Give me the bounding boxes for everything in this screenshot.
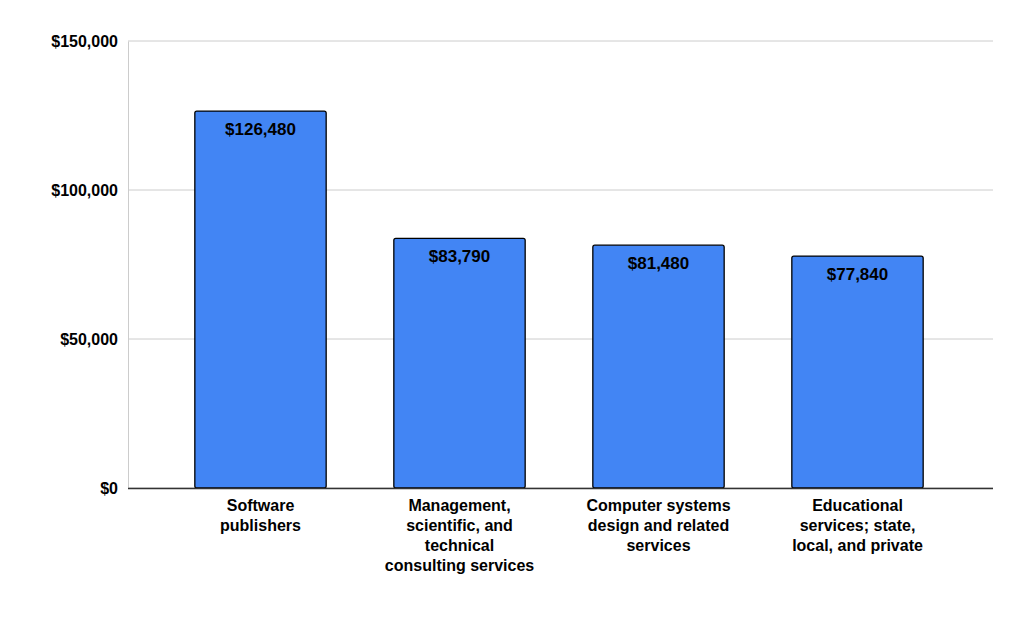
x-tick-label-line: technical (425, 537, 494, 554)
bars (195, 111, 923, 488)
x-tick-label-line: Computer systems (586, 497, 730, 514)
x-tick-label: Software publishers (220, 497, 301, 534)
x-tick: Management, scientific, and technical consu… (385, 488, 534, 574)
x-tick-label-line: design and related (588, 517, 729, 534)
y-tick-label: $0 (100, 480, 118, 497)
x-tick-label: Educational services; state, local, and pr… (792, 497, 923, 554)
x-tick-label-line: Management, (408, 497, 510, 514)
x-tick-label-line: local, and private (792, 537, 923, 554)
data-label: $83,790 (429, 247, 490, 266)
x-tick-label-line: Educational (812, 497, 903, 514)
x-tick-label-line: consulting services (385, 557, 534, 574)
x-tick-label-line: services; state, (800, 517, 916, 534)
bar (195, 111, 326, 488)
y-axis: $0 $50,000 $100,000 $150,000 (51, 33, 128, 497)
x-tick: Educational services; state, local, and pr… (792, 488, 923, 554)
x-axis: Software publishers Management, scientific,… (128, 488, 993, 574)
y-tick-label: $100,000 (51, 182, 118, 199)
x-tick-label-line: Software (227, 497, 295, 514)
data-label: $81,480 (628, 254, 689, 273)
x-tick: Software publishers (220, 488, 301, 534)
y-tick: $0 (100, 480, 128, 497)
x-axis-line (128, 488, 993, 490)
y-tick-label: $50,000 (60, 331, 118, 348)
grid (128, 41, 993, 488)
y-tick: $150,000 (51, 33, 128, 50)
bar (593, 245, 724, 488)
x-tick: Computer systems design and related servic… (586, 488, 730, 554)
x-tick-label-line: publishers (220, 517, 301, 534)
chart: $0 $50,000 $100,000 $150,000 Software publish… (0, 0, 1024, 633)
bar (792, 256, 923, 488)
x-tick-label: Computer systems design and related servic… (586, 497, 730, 554)
x-tick-label-line: services (626, 537, 690, 554)
data-labels: $126,480 $83,790 $81,480 $77,840 (225, 120, 888, 284)
y-axis-line (128, 42, 129, 489)
grid-line (128, 41, 993, 42)
data-label: $126,480 (225, 120, 296, 139)
bar (394, 238, 525, 488)
data-label: $77,840 (827, 265, 888, 284)
x-tick-label-line: scientific, and (406, 517, 513, 534)
y-tick-label: $150,000 (51, 33, 118, 50)
y-tick: $100,000 (51, 182, 128, 199)
x-tick-label: Management, scientific, and technical consu… (385, 497, 534, 574)
y-tick: $50,000 (60, 331, 128, 348)
